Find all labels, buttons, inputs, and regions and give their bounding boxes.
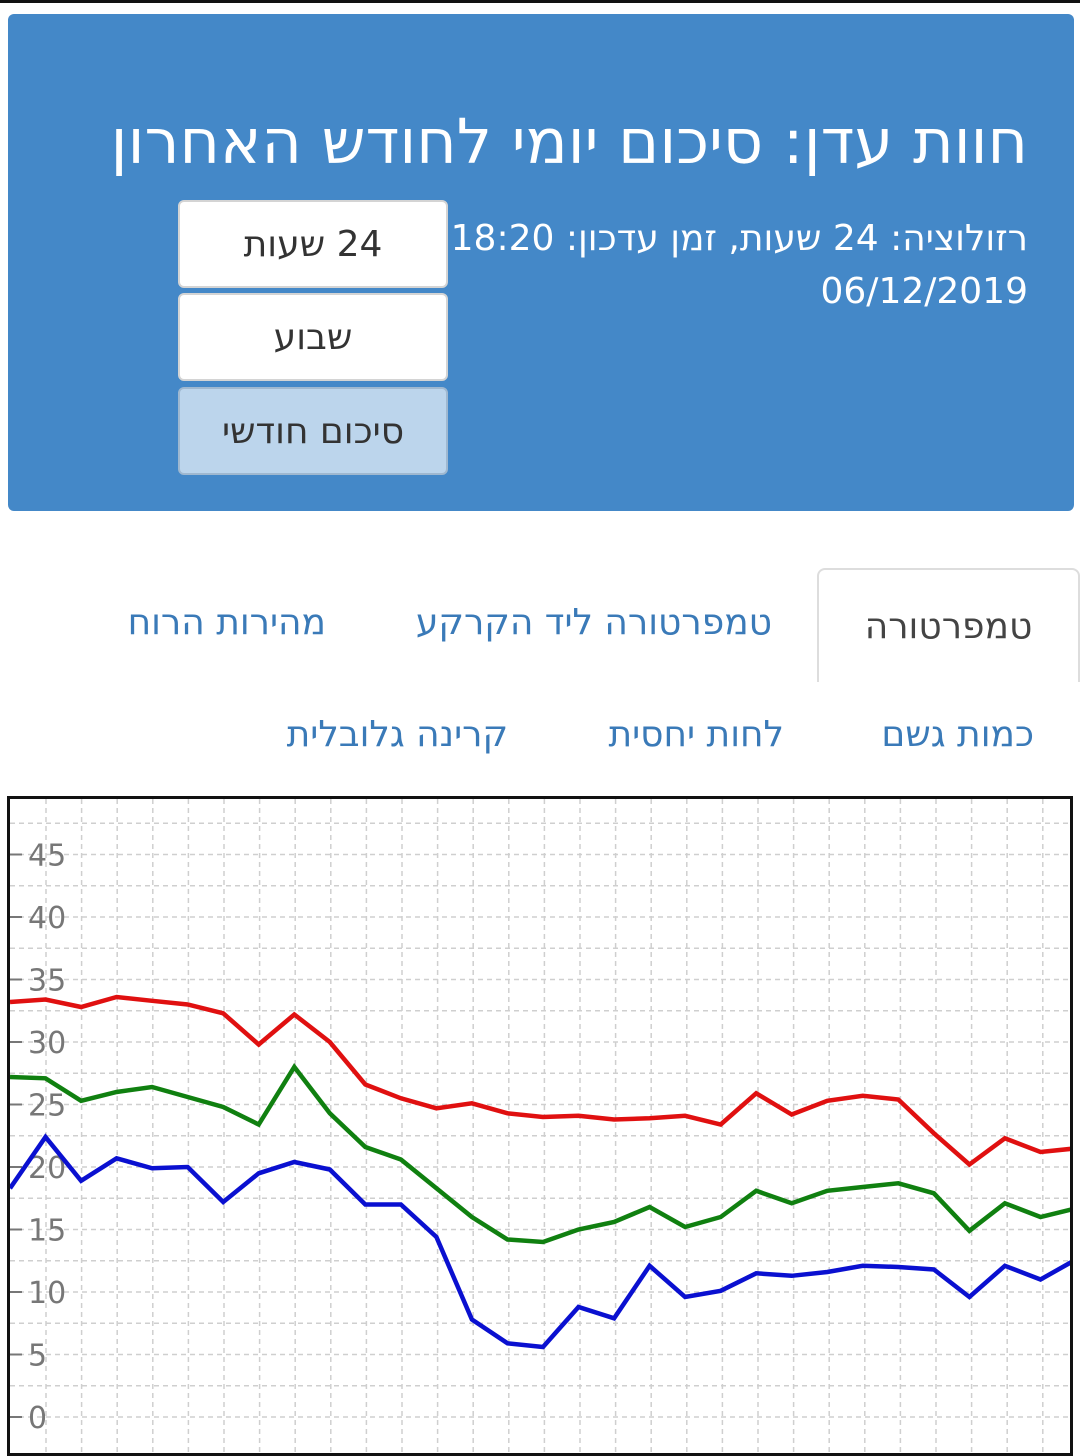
y-tick-label: 15 <box>28 1214 66 1249</box>
series-line-0 <box>10 994 1070 1168</box>
tab-wind-speed[interactable]: מהירות הרוח <box>127 602 326 643</box>
series-line-1 <box>10 1063 1070 1245</box>
header-panel: חוות עדן: סיכום יומי לחודש האחרון רזולוצ… <box>8 14 1074 511</box>
series-line-2 <box>10 1133 1070 1350</box>
y-tick-label: 35 <box>28 964 66 999</box>
info-text: רזולוציה: 24 שעות, זמן עדכון: 18:20 06/1… <box>448 212 1028 318</box>
page-title: חוות עדן: סיכום יומי לחודש האחרון <box>110 105 1028 178</box>
top-edge-line <box>0 0 1080 3</box>
tab-relative-humidity[interactable]: לחות יחסית <box>608 714 784 755</box>
tab-rainfall[interactable]: כמות גשם <box>881 714 1034 755</box>
tab-ground-temperature[interactable]: טמפרטורה ליד הקרקע <box>415 602 772 643</box>
y-tick-label: 30 <box>28 1026 66 1061</box>
tab-temperature[interactable]: טמפרטורה <box>817 568 1080 682</box>
y-tick-label: 25 <box>28 1089 66 1124</box>
y-tick-label: 45 <box>28 839 66 874</box>
y-tick-label: 10 <box>28 1276 66 1311</box>
button-monthly-summary[interactable]: סיכום חודשי <box>178 387 448 475</box>
button-week[interactable]: שבוע <box>178 293 448 381</box>
tab-global-radiation[interactable]: קרינה גלובלית <box>286 714 508 755</box>
y-tick-label: 0 <box>28 1401 47 1436</box>
y-tick-label: 40 <box>28 901 66 936</box>
y-tick-label: 5 <box>28 1339 47 1374</box>
resolution-update-time: רזולוציה: 24 שעות, זמן עדכון: 18:20 <box>450 218 1028 259</box>
temperature-chart: 45 40 35 30 25 20 15 10 5 0 <box>7 796 1073 1456</box>
button-24-hours[interactable]: 24 שעות <box>178 200 448 288</box>
update-date: 06/12/2019 <box>820 271 1029 312</box>
